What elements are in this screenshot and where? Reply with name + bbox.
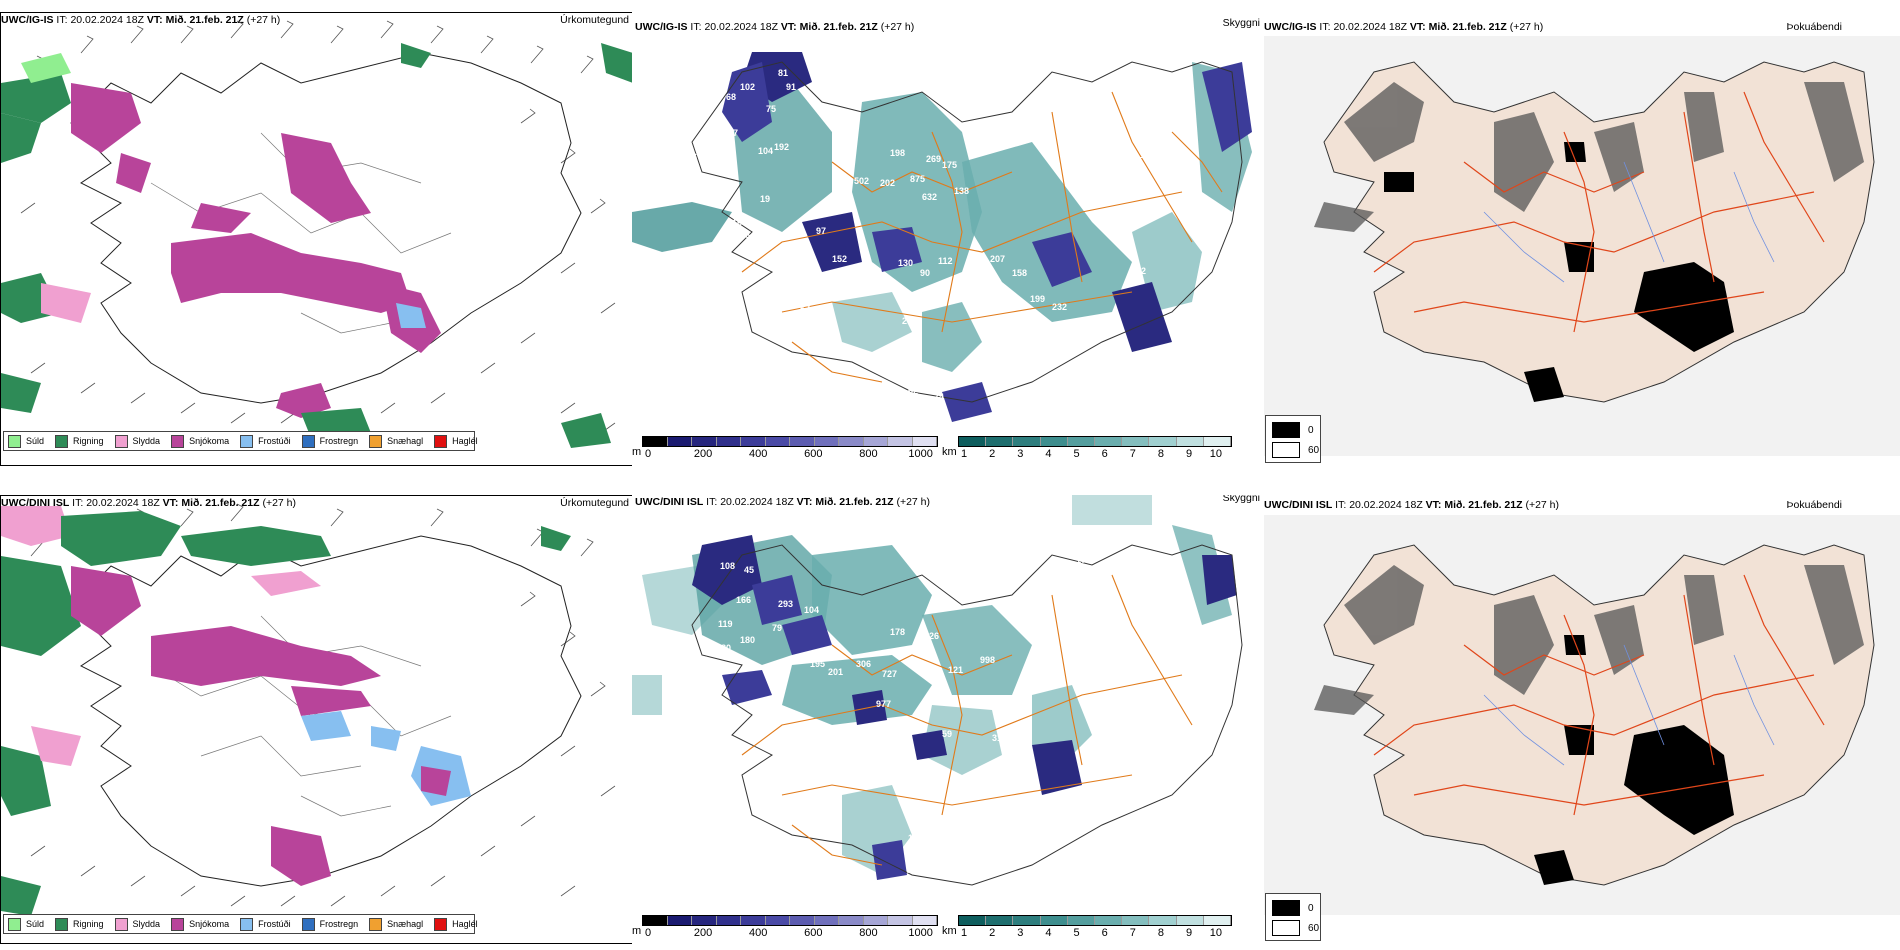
panel-parameter-title: Skyggni [1222,495,1260,504]
visibility-unit: km [942,446,957,458]
ceiling-labels-top: 102 68 75 81 91 27 192 104 19 335 206 19… [674,68,1203,402]
fog-shading [1314,565,1864,715]
fog-index-map-top: UWC/IG-IS IT: 20.02.2024 18Z VT: Mið. 21… [1264,12,1900,467]
fog-dense [1534,635,1734,885]
panel-parameter-title: Skyggni [1222,17,1260,29]
fog-map-graphic [1264,515,1900,915]
legend-item-snjokoma: Snjókoma [171,917,229,931]
precip-areas [1,506,571,916]
legend-item-sudl: Súld [8,434,44,448]
precip-type-legend: Súld Rigning Slydda Snjókoma Frostúði Fr… [3,431,478,451]
fog-index-map-bottom: UWC/DINI ISL IT: 20.02.2024 18Z VT: Mið.… [1264,495,1900,950]
fog-shading [1314,82,1864,232]
visibility-map-graphic [632,52,1252,422]
visibility-shading [632,495,1237,880]
precip-map-graphic [1,20,633,448]
panel-parameter-title: Úrkomutegund [560,497,629,509]
visibility-unit: km [942,925,957,937]
panel-title: UWC/IG-IS IT: 20.02.2024 18Z VT: Mið. 21… [1,14,281,26]
legend-item-slydda: Slydda [114,917,160,931]
visibility-shading [632,52,1252,422]
panel-parameter-title: Úrkomutegund [560,14,629,26]
wind-barbs [20,20,616,434]
legend-item-frostregn: Frostregn [301,434,358,448]
panel-title: UWC/IG-IS IT: 20.02.2024 18Z VT: Mið. 21… [1264,21,1544,33]
legend-item-snaehagl: Snæhagl [369,917,423,931]
visibility-colorbar-bottom: km 1 2 3 4 5 6 7 8 9 10 [942,915,1232,941]
panel-title: UWC/DINI ISL IT: 20.02.2024 18Z VT: Mið.… [1264,499,1560,511]
ceiling-colorbar-bottom: m 0 200 400 600 800 1000 [632,915,938,941]
precip-type-map-top: UWC/IG-IS IT: 20.02.2024 18Z VT: Mið. 21… [0,12,634,466]
visibility-colorbar-top: km 1 2 3 4 5 6 7 8 9 10 [942,436,1232,462]
ceiling-unit: m [632,446,642,458]
panel-parameter-title: Þokuábendi [1786,21,1842,33]
visibility-map-top: UWC/IG-IS IT: 20.02.2024 18Z VT: Mið. 21… [632,12,1264,467]
legend-item-rigning: Rigning [55,434,104,448]
legend-item-snaehagl: Snæhagl [369,434,423,448]
precip-map-graphic [1,503,616,916]
legend-item-frostregn: Frostregn [301,917,358,931]
precip-type-map-bottom: UWC/DINI ISL IT: 20.02.2024 18Z VT: Mið.… [0,495,634,944]
fog-map-graphic [1264,36,1900,456]
legend-item-rigning: Rigning [55,917,104,931]
visibility-map-bottom: UWC/DINI ISL IT: 20.02.2024 18Z VT: Mið.… [632,495,1264,950]
precip-areas [1,43,633,448]
ceiling-unit: m [632,925,642,937]
panel-title: UWC/DINI ISL IT: 20.02.2024 18Z VT: Mið.… [635,496,931,508]
fog-legend-top: 0 60 [1265,415,1321,463]
precip-type-legend: Súld Rigning Slydda Snjókoma Frostúði Fr… [3,914,478,934]
legend-item-frostudi: Frostúði [240,917,291,931]
ceiling-labels-bottom: 108 45 166 293 104 119 79 180 180 195 20… [672,555,1141,905]
legend-item-slydda: Slydda [114,434,160,448]
legend-item-sudl: Súld [8,917,44,931]
legend-item-haglel: Haglél [434,434,478,448]
panel-parameter-title: Þokuábendi [1786,499,1842,511]
legend-item-frostudi: Frostúði [240,434,291,448]
visibility-map-graphic [632,495,1243,886]
panel-title: UWC/IG-IS IT: 20.02.2024 18Z VT: Mið. 21… [635,21,915,33]
fog-legend-bottom: 0 60 [1265,893,1321,941]
ceiling-colorbar-top: m 0 200 400 600 800 1000 [632,436,938,462]
legend-item-snjokoma: Snjókoma [171,434,229,448]
legend-item-haglel: Haglél [434,917,478,931]
